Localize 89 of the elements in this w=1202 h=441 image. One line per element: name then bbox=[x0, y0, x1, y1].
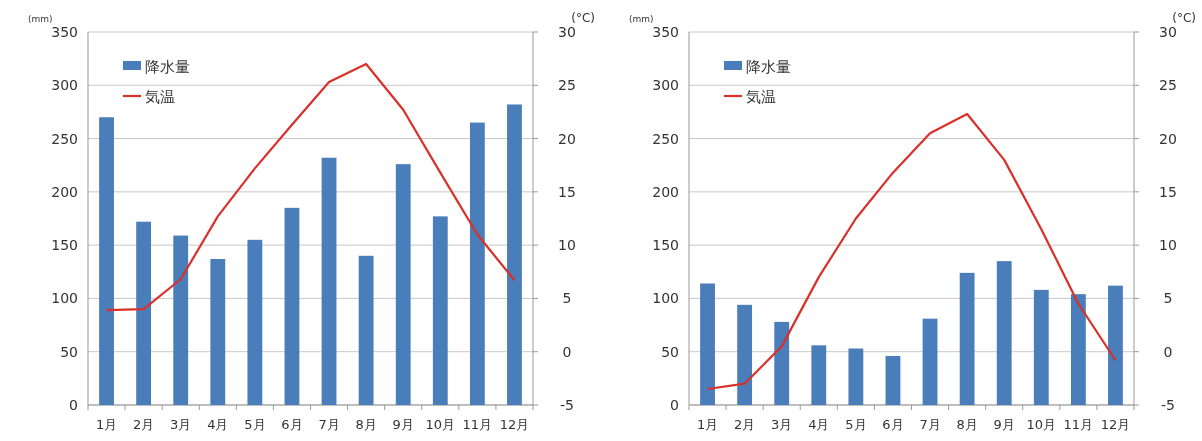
y-tick-label: 200 bbox=[652, 183, 679, 200]
bar bbox=[210, 259, 226, 405]
bar bbox=[700, 283, 715, 405]
bar bbox=[1070, 294, 1086, 405]
y-tick-label: 250 bbox=[652, 130, 679, 147]
bar bbox=[848, 348, 864, 405]
line-series bbox=[706, 112, 1117, 391]
y-tick-label: 350 bbox=[652, 24, 679, 40]
bar bbox=[774, 321, 790, 405]
bar bbox=[469, 122, 485, 405]
legend-label: 降水量 bbox=[746, 58, 791, 76]
x-tick-label: 5月 bbox=[244, 417, 266, 432]
x-tick-label: 11月 bbox=[462, 417, 493, 432]
y2-tick-label: 30 bbox=[1159, 24, 1177, 40]
bar bbox=[358, 255, 374, 405]
bar bbox=[321, 157, 337, 405]
y2-tick-label: 0 bbox=[562, 343, 572, 360]
x-tick-label: 2月 bbox=[132, 417, 155, 432]
bar bbox=[136, 221, 152, 405]
y2-tick-label: 25 bbox=[1159, 77, 1177, 94]
y-tick-label: 100 bbox=[652, 290, 679, 307]
y2-tick-label: 5 bbox=[562, 290, 572, 307]
x-tick-label: 8月 bbox=[956, 417, 978, 432]
y-tick-label: 300 bbox=[51, 77, 78, 94]
bar bbox=[284, 207, 300, 405]
x-tick-label: 9月 bbox=[392, 417, 414, 432]
bar bbox=[432, 216, 448, 405]
y-tick-label: 0 bbox=[69, 397, 78, 413]
bar bbox=[99, 117, 114, 405]
y2-tick-label: -5 bbox=[1161, 397, 1175, 413]
y2-tick-label: 30 bbox=[558, 24, 576, 40]
y-tick-label: 150 bbox=[51, 237, 78, 254]
x-tick-label: 9月 bbox=[993, 417, 1015, 432]
x-tick-label: 5月 bbox=[845, 417, 867, 432]
bar bbox=[922, 318, 938, 405]
y2-tick-label: 15 bbox=[558, 183, 576, 200]
y-tick-label: 350 bbox=[51, 24, 78, 40]
x-tick-label: 10月 bbox=[1026, 417, 1057, 432]
y2-tick-label: 10 bbox=[1159, 237, 1177, 254]
bar bbox=[959, 272, 975, 405]
bar bbox=[737, 304, 753, 405]
bar bbox=[247, 239, 263, 405]
bar bbox=[885, 355, 901, 405]
y-tick-label: 0 bbox=[670, 397, 679, 413]
x-tick-label: 6月 bbox=[281, 417, 303, 432]
bar bbox=[996, 261, 1012, 405]
y2-axis-title: (°C) bbox=[571, 11, 595, 25]
x-tick-label: 10月 bbox=[425, 417, 456, 432]
x-tick-label: 7月 bbox=[919, 417, 941, 432]
y-tick-label: 200 bbox=[51, 183, 78, 200]
legend-label: 気温 bbox=[746, 88, 776, 106]
x-tick-label: 1月 bbox=[95, 417, 118, 432]
y2-tick-label: 10 bbox=[558, 237, 576, 254]
x-tick-label: 3月 bbox=[771, 417, 793, 432]
legend-label: 降水量 bbox=[145, 58, 190, 76]
y2-tick-label: 5 bbox=[1163, 290, 1173, 307]
y-tick-label: 250 bbox=[51, 130, 78, 147]
bar bbox=[811, 345, 827, 405]
x-tick-label: 7月 bbox=[318, 417, 340, 432]
x-tick-label: 4月 bbox=[207, 417, 229, 432]
legend-label: 気温 bbox=[145, 88, 175, 106]
y2-tick-label: -5 bbox=[560, 397, 574, 413]
x-tick-label: 6月 bbox=[882, 417, 904, 432]
y2-tick-label: 20 bbox=[558, 130, 576, 147]
x-tick-label: 11月 bbox=[1063, 417, 1094, 432]
y2-axis-title: (°C) bbox=[1172, 11, 1196, 25]
x-tick-label: 2月 bbox=[733, 417, 756, 432]
x-tick-label: 8月 bbox=[355, 417, 377, 432]
bar bbox=[173, 235, 189, 405]
y-tick-label: 300 bbox=[652, 77, 679, 94]
bar bbox=[1033, 289, 1049, 405]
y-axis-title: (mm) bbox=[629, 14, 654, 24]
y2-tick-label: 0 bbox=[1163, 343, 1173, 360]
x-tick-label: 12月 bbox=[1100, 417, 1131, 432]
x-tick-label: 1月 bbox=[696, 417, 719, 432]
bar bbox=[395, 164, 411, 405]
x-tick-label: 12月 bbox=[499, 417, 530, 432]
bar bbox=[1108, 285, 1123, 405]
x-tick-label: 4月 bbox=[808, 417, 830, 432]
y2-tick-label: 25 bbox=[558, 77, 576, 94]
y-axis-title: (mm) bbox=[28, 14, 53, 24]
y-tick-label: 100 bbox=[51, 290, 78, 307]
bar bbox=[507, 104, 522, 405]
x-tick-label: 3月 bbox=[170, 417, 192, 432]
y-tick-label: 50 bbox=[661, 343, 679, 360]
y2-tick-label: 20 bbox=[1159, 130, 1177, 147]
y-tick-label: 150 bbox=[652, 237, 679, 254]
y2-tick-label: 15 bbox=[1159, 183, 1177, 200]
y-tick-label: 50 bbox=[60, 343, 78, 360]
